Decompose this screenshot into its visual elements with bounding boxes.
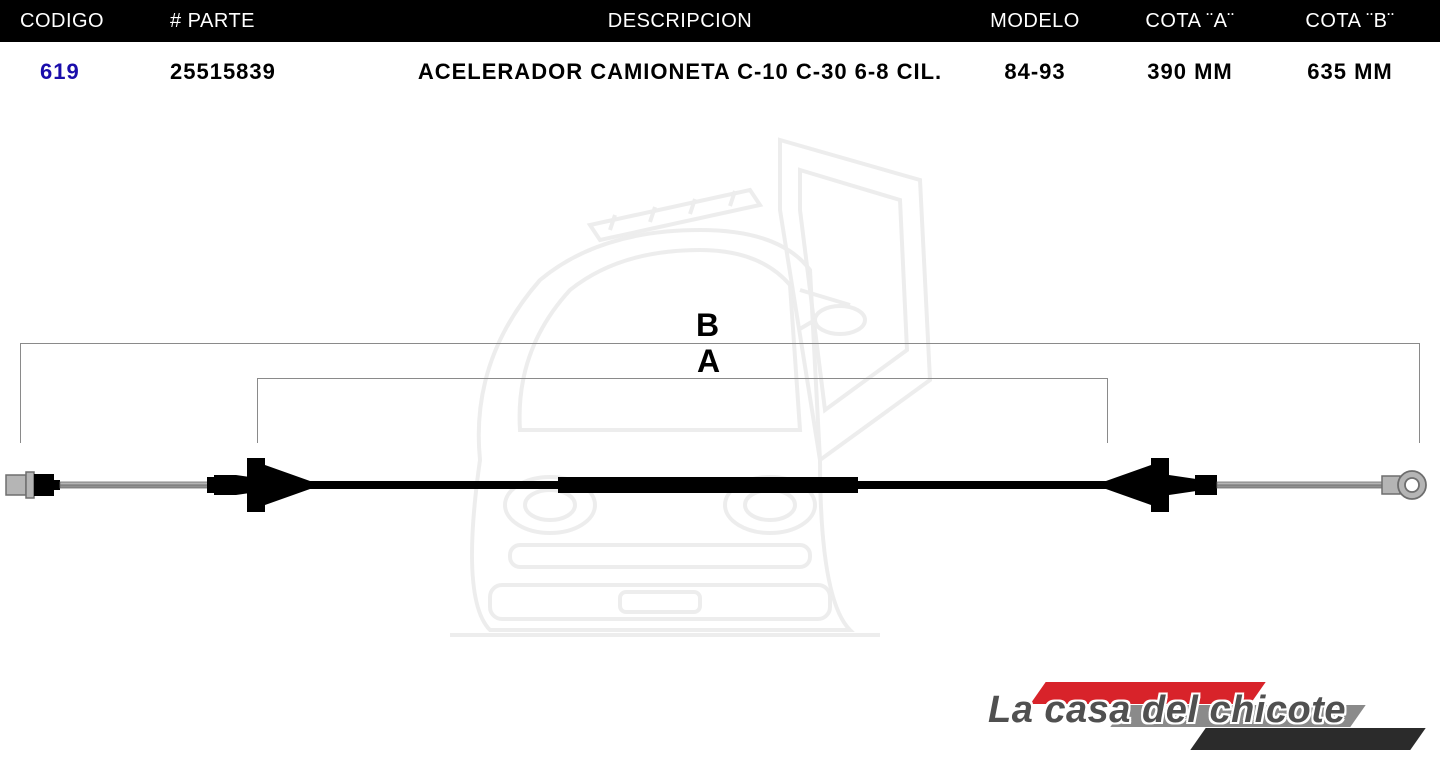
- hdr-modelo: MODELO: [960, 10, 1110, 33]
- table-header: CODIGO # PARTE DESCRIPCION MODELO COTA ¨…: [0, 0, 1440, 42]
- dimension-label-b: B: [696, 307, 719, 344]
- hdr-cota-b: COTA ¨B¨: [1270, 10, 1430, 33]
- technical-diagram: B A: [0, 110, 1440, 670]
- hdr-cota-a: COTA ¨A¨: [1110, 10, 1270, 33]
- table-row: 619 25515839 ACELERADOR CAMIONETA C-10 C…: [0, 42, 1440, 102]
- cell-parte: 25515839: [170, 59, 400, 85]
- cable-drawing: [0, 450, 1440, 520]
- cell-cota-b: 635 MM: [1270, 59, 1430, 85]
- cell-modelo: 84-93: [960, 59, 1110, 85]
- cell-cota-a: 390 MM: [1110, 59, 1270, 85]
- hdr-descripcion: DESCRIPCION: [400, 10, 960, 33]
- dimension-bracket-a: [257, 378, 1108, 443]
- hdr-parte: # PARTE: [170, 10, 400, 33]
- brand-logo: La casa del chicote: [988, 677, 1428, 757]
- dimension-label-a: A: [697, 343, 720, 380]
- cell-descripcion: ACELERADOR CAMIONETA C-10 C-30 6-8 CIL.: [400, 59, 960, 85]
- logo-text: La casa del chicote: [988, 689, 1346, 732]
- cell-codigo: 619: [0, 59, 170, 85]
- hdr-codigo: CODIGO: [0, 10, 170, 33]
